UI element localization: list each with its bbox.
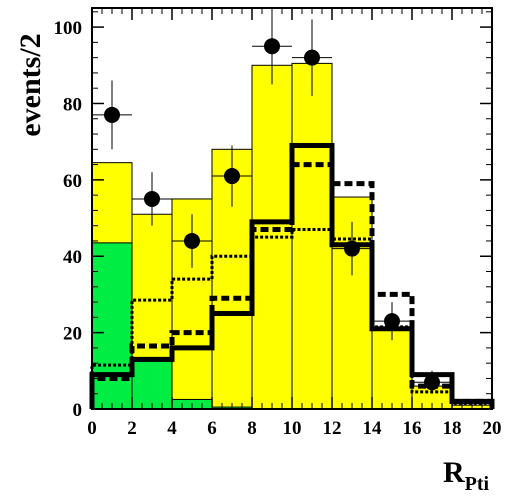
x-tick-label-3: 6 <box>207 418 217 439</box>
x-tick-label-7: 14 <box>363 418 383 439</box>
tick-labels: 0 2 4 6 8 10 12 14 16 18 20 0 20 40 60 80 100 <box>54 18 502 439</box>
y-axis-title: events/2 <box>14 33 47 136</box>
x-tick-label-1: 2 <box>127 418 137 439</box>
histogram-bars <box>89 62 495 410</box>
x-tick-label-8: 16 <box>403 418 422 439</box>
x-axis-title-main: R <box>443 456 465 489</box>
y-tick-label-1: 20 <box>63 324 82 345</box>
bar-s0-bin5 <box>291 62 333 410</box>
x-axis-title-subscript: Pti <box>465 473 490 495</box>
bar-s0-bin7 <box>371 328 413 410</box>
x-tick-label-9: 18 <box>443 418 462 439</box>
x-tick-label-5: 10 <box>283 418 302 439</box>
x-tick-label-10: 20 <box>483 418 502 439</box>
y-tick-label-3: 60 <box>63 171 82 192</box>
data-point-3 <box>224 168 240 185</box>
data-point-7 <box>384 313 400 330</box>
y-tick-label-0: 0 <box>73 400 83 421</box>
bar-s1-bin1 <box>131 360 173 410</box>
y-tick-label-4: 80 <box>63 94 82 115</box>
y-tick-label-5: 100 <box>54 18 83 39</box>
x-axis-title: RPti <box>443 456 490 495</box>
data-points <box>92 8 452 394</box>
data-point-2 <box>184 232 200 249</box>
data-point-8 <box>424 374 440 391</box>
x-tick-label-4: 8 <box>247 418 257 439</box>
data-point-0 <box>104 106 120 123</box>
data-point-5 <box>304 49 320 66</box>
data-point-1 <box>144 190 160 207</box>
x-tick-label-0: 0 <box>87 418 97 439</box>
data-point-6 <box>344 240 360 257</box>
axis-ticks <box>91 8 493 410</box>
x-tick-label-2: 4 <box>167 418 177 439</box>
x-tick-label-6: 12 <box>323 418 342 439</box>
bar-s1-bin0 <box>91 242 133 410</box>
data-point-4 <box>264 38 280 55</box>
y-tick-label-2: 40 <box>63 247 82 268</box>
